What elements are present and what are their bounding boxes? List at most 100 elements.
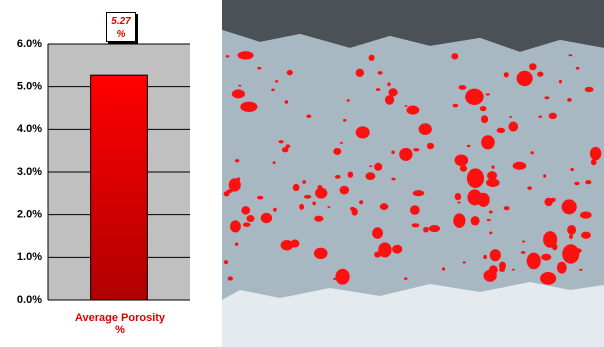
pore [497,128,506,133]
pore [569,234,573,239]
pore [552,244,558,251]
pore [374,163,382,171]
pore [226,55,230,57]
value-label: 5.27 % [106,12,136,42]
pore [293,184,300,191]
pore [490,249,501,261]
y-tick-label: 5.0% [17,81,42,93]
pore [241,206,250,214]
pore [232,89,245,98]
pore [541,254,551,261]
pore [483,255,487,259]
pore [467,145,471,148]
pore [287,70,293,75]
pore [527,186,532,189]
pore [273,161,276,164]
pore [273,208,277,212]
pore [480,106,487,111]
pore [529,63,537,70]
pore [591,159,597,165]
pore [522,240,525,242]
y-tick-label: 1.0% [17,251,42,263]
pore [549,113,557,119]
pore [340,186,350,195]
chart: 0.0%1.0%2.0%3.0%4.0%5.0%6.0% [0,0,604,347]
pore [235,242,238,245]
pore [562,199,577,214]
pore [544,96,549,99]
pore [460,165,467,172]
pore [543,174,546,178]
pore [419,123,432,135]
pore [237,51,253,60]
pore [243,223,251,227]
pore [224,260,228,264]
pore [404,277,408,280]
pore [481,135,495,149]
bar [91,75,148,300]
pore [299,204,304,210]
pore [314,248,328,260]
pore [487,219,491,221]
pore [312,202,316,206]
pore [365,172,375,180]
pore [544,198,552,207]
pore [290,240,299,248]
pore [376,88,380,91]
pore [585,180,591,184]
pore [278,140,283,143]
pore [257,67,261,70]
y-tick-label: 4.0% [17,123,42,135]
pore [481,115,488,123]
pore [467,168,484,188]
pore [538,116,542,118]
pore [513,162,527,170]
pore [489,232,492,235]
pore [406,106,419,115]
pore [378,71,383,75]
pore [471,216,480,225]
pore [240,102,257,112]
pore [257,196,263,200]
pore [567,225,576,235]
pore [521,72,532,84]
pore [327,206,330,208]
pore [335,269,349,285]
pore [391,178,395,181]
pore [285,100,289,104]
pore [306,114,311,118]
pore [314,216,323,222]
pore [413,190,424,196]
pore [356,69,364,77]
page: 0.0%1.0%2.0%3.0%4.0%5.0%6.0% 5.27 % Aver… [0,0,604,347]
pore [423,227,429,233]
pore [451,53,458,59]
pore [412,223,420,227]
pore [410,205,420,215]
pore [429,225,440,232]
pore [351,208,358,216]
y-tick-label: 0.0% [17,294,42,306]
pore [476,194,482,201]
pore [504,206,510,210]
pore [499,262,506,270]
pore [574,248,582,253]
y-tick-label: 3.0% [17,166,42,178]
pore [547,236,552,240]
pore [486,179,499,187]
pore [385,95,394,105]
pore [576,67,580,70]
pore [559,80,562,83]
pore [369,55,375,61]
pore [304,195,311,199]
pore [454,216,460,219]
pore [399,148,412,161]
pore [359,200,363,204]
pore [372,227,383,239]
pore [581,232,591,239]
pore [378,242,391,257]
micrograph [222,0,604,347]
pore [392,245,402,254]
pore [347,99,350,102]
pore [557,262,567,274]
